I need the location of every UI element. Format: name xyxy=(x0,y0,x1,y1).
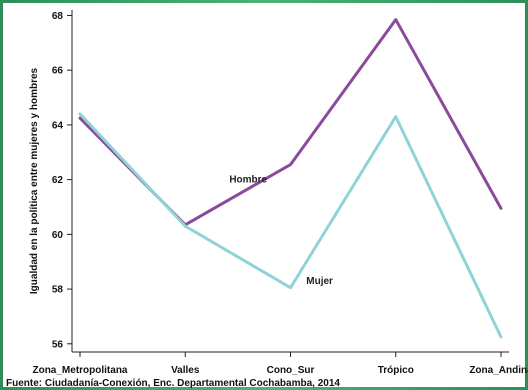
series-layer xyxy=(78,18,503,339)
y-tick-label: 68 xyxy=(52,11,64,22)
y-axis-title: Igualdad en la política entre mujeres y … xyxy=(29,67,40,294)
labels-layer: Hombre Mujer xyxy=(229,175,333,287)
x-tick-label: Cono_Sur xyxy=(267,365,315,376)
y-tick-label: 56 xyxy=(52,339,64,350)
x-tick-label: Zona_Metropolitana xyxy=(32,365,127,376)
source-note: Fuente: Ciudadanía-Conexión, Enc. Depart… xyxy=(6,378,340,389)
series-label-mujer: Mujer xyxy=(306,276,333,287)
y-tick-label: 62 xyxy=(52,175,64,186)
x-tick-label: Trópico xyxy=(378,365,414,376)
y-tick-label: 66 xyxy=(52,66,64,77)
series-line-hombre xyxy=(78,18,503,227)
series-label-hombre: Hombre xyxy=(229,175,267,186)
chart-panel xyxy=(3,3,525,387)
x-tick-label: Zona_Andina xyxy=(469,365,528,376)
y-tick-label: 58 xyxy=(52,285,64,296)
series-line-mujer xyxy=(78,112,503,339)
y-tick-label: 64 xyxy=(52,120,64,131)
axes: 56 58 60 62 64 66 68 Zona_Metropolitana Valles Co… xyxy=(32,10,528,376)
y-tick-label: 60 xyxy=(52,230,64,241)
x-tick-label: Valles xyxy=(171,365,200,376)
